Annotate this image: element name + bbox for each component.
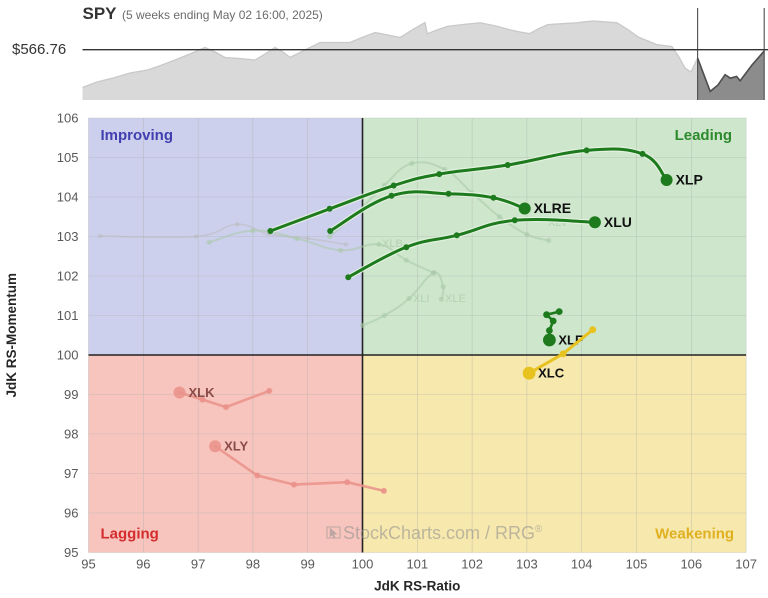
svg-text:XLY: XLY [224,439,248,454]
svg-text:103: 103 [516,557,538,572]
svg-text:StockCharts.com / RRG®: StockCharts.com / RRG® [343,523,543,543]
svg-text:106: 106 [680,557,702,572]
svg-text:96: 96 [64,506,78,521]
svg-text:106: 106 [57,111,79,126]
svg-text:SPY: SPY [83,4,118,23]
svg-text:Weakening: Weakening [655,526,734,543]
svg-text:Leading: Leading [675,127,733,144]
svg-text:102: 102 [461,557,483,572]
svg-text:XLU: XLU [604,214,632,230]
svg-text:XLRE: XLRE [534,200,571,216]
svg-text:104: 104 [57,190,79,205]
svg-text:XLE: XLE [445,293,466,305]
svg-text:JdK RS-Ratio: JdK RS-Ratio [374,579,460,594]
svg-text:XLC: XLC [538,366,565,381]
svg-text:Improving: Improving [101,127,174,144]
svg-text:95: 95 [81,557,95,572]
svg-text:Lagging: Lagging [101,526,159,543]
svg-text:XLI: XLI [413,293,430,305]
svg-text:101: 101 [57,308,79,323]
svg-text:97: 97 [64,466,78,481]
svg-text:105: 105 [57,150,79,165]
svg-text:99: 99 [64,387,78,402]
svg-text:JdK RS-Momentum: JdK RS-Momentum [4,273,19,398]
svg-text:97: 97 [191,557,205,572]
svg-text:103: 103 [57,229,79,244]
svg-text:102: 102 [57,269,79,284]
svg-text:100: 100 [57,348,79,363]
svg-text:95: 95 [64,545,78,560]
svg-text:105: 105 [626,557,648,572]
svg-text:99: 99 [300,557,314,572]
svg-text:98: 98 [64,427,78,442]
svg-text:(5 weeks ending May 02 16:00,: (5 weeks ending May 02 16:00, 2025) [122,8,323,22]
svg-text:XLK: XLK [189,385,216,400]
svg-text:101: 101 [406,557,428,572]
svg-text:107: 107 [735,557,757,572]
svg-text:100: 100 [352,557,374,572]
svg-text:$566.76: $566.76 [12,41,66,58]
svg-text:104: 104 [571,557,593,572]
svg-text:XLP: XLP [676,172,703,188]
svg-text:96: 96 [136,557,150,572]
svg-text:98: 98 [246,557,260,572]
